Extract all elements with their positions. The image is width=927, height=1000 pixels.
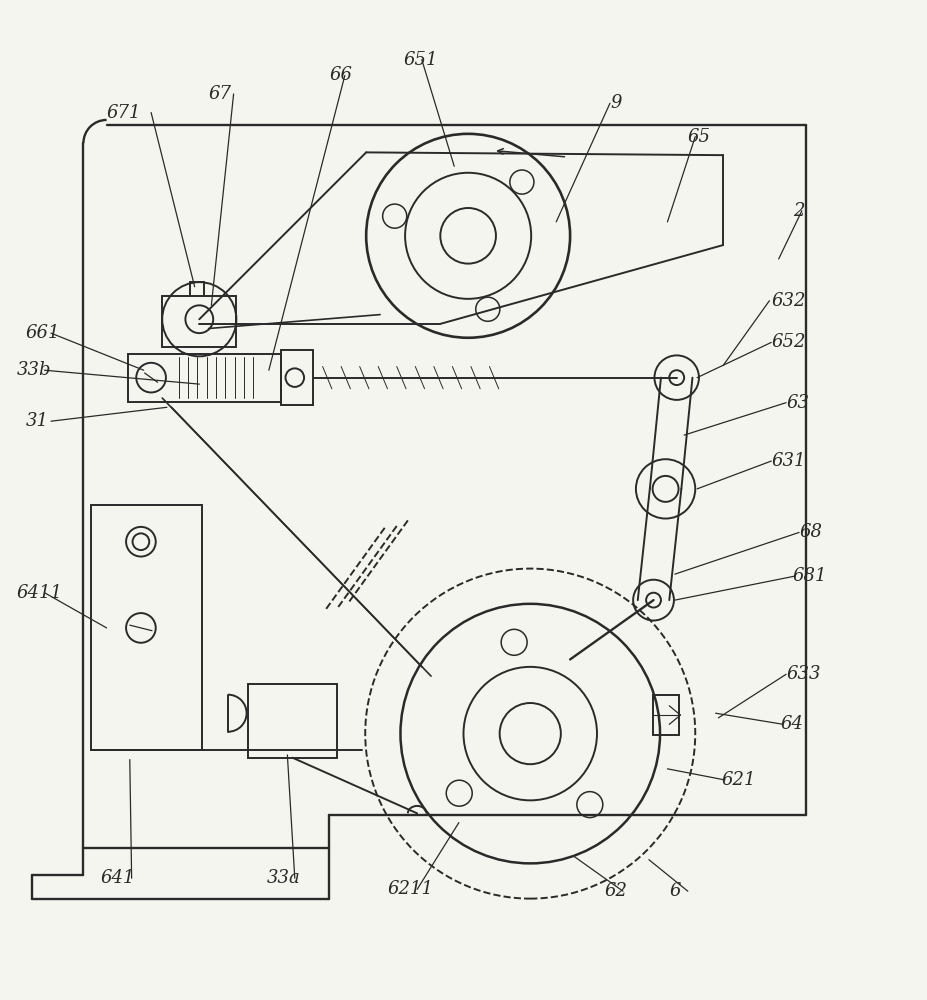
Bar: [653, 695, 679, 735]
Text: 33b: 33b: [17, 361, 51, 379]
Text: 631: 631: [771, 452, 806, 470]
Text: 9: 9: [610, 94, 621, 112]
Text: 33a: 33a: [267, 869, 300, 887]
Bar: [162, 296, 236, 347]
Text: 651: 651: [403, 51, 438, 69]
Text: 652: 652: [771, 333, 806, 351]
Text: 68: 68: [799, 523, 822, 541]
Text: 621: 621: [721, 771, 756, 789]
Text: 671: 671: [107, 104, 141, 122]
Text: 65: 65: [688, 128, 711, 146]
Text: 632: 632: [771, 292, 806, 310]
Text: 681: 681: [793, 567, 827, 585]
Bar: [248, 684, 337, 758]
Text: 62: 62: [604, 882, 628, 900]
Text: 63: 63: [786, 394, 809, 412]
Bar: [91, 505, 202, 750]
Text: 67: 67: [209, 85, 232, 103]
Text: 6: 6: [669, 882, 680, 900]
Text: 6411: 6411: [17, 584, 63, 602]
Text: 64: 64: [781, 715, 804, 733]
Bar: [128, 354, 281, 402]
Text: 633: 633: [786, 665, 820, 683]
Text: 2: 2: [793, 202, 804, 220]
Text: 6211: 6211: [387, 880, 434, 898]
Text: 31: 31: [26, 412, 49, 430]
Bar: [281, 350, 313, 405]
Text: 641: 641: [100, 869, 134, 887]
Text: 661: 661: [26, 324, 60, 342]
Text: 66: 66: [329, 66, 352, 84]
